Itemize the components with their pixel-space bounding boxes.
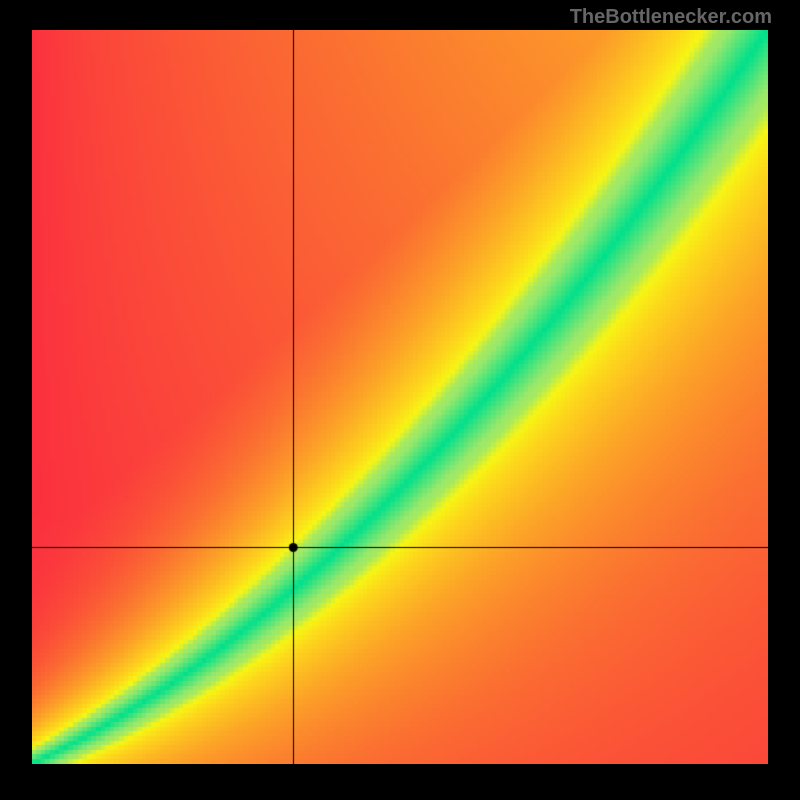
watermark-text: TheBottlenecker.com [570,6,772,29]
chart-container: TheBottlenecker.com [0,0,800,800]
bottleneck-heatmap [32,30,768,764]
